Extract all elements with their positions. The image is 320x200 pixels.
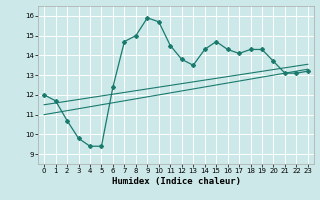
X-axis label: Humidex (Indice chaleur): Humidex (Indice chaleur) bbox=[111, 177, 241, 186]
